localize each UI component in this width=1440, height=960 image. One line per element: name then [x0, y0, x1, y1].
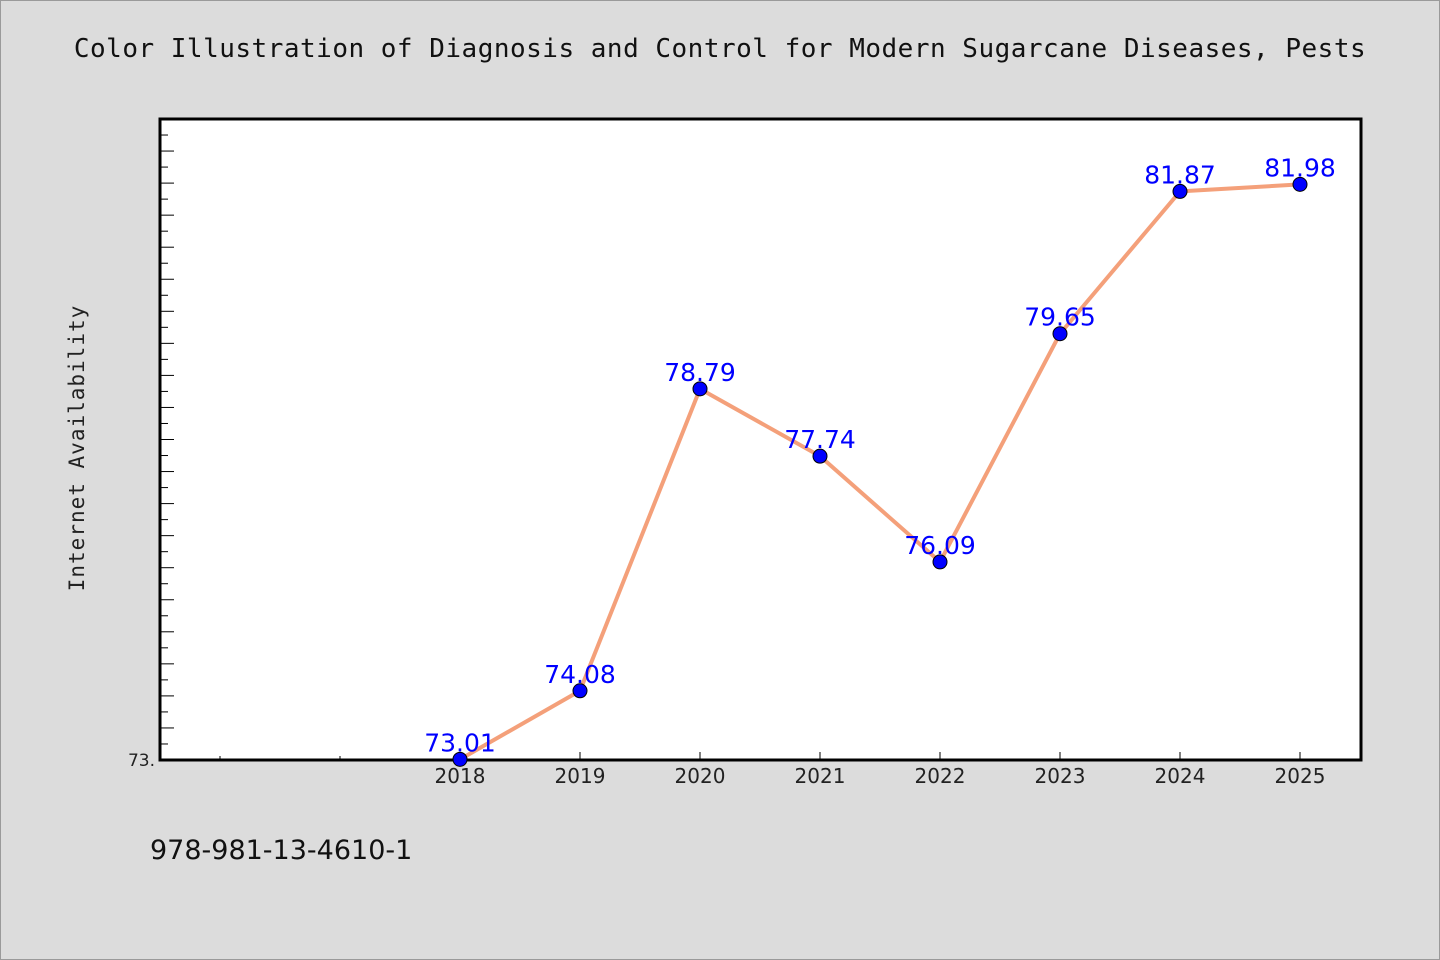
footer-isbn: 978-981-13-4610-1: [150, 835, 413, 866]
series-line: [459, 182, 1301, 762]
data-point: [572, 683, 588, 699]
plot-background: [158, 117, 1363, 762]
data-label: 81.87: [1144, 160, 1216, 189]
x-tick-label: 2023: [1035, 764, 1086, 788]
data-label: 73.01: [424, 728, 496, 757]
x-axis-ticks: 2018 2019 2020 2021 2022 2023 2024 2025: [219, 752, 1326, 788]
data-point: [692, 381, 708, 397]
data-point: [812, 448, 828, 464]
data-label: 79.65: [1024, 303, 1096, 332]
data-point: [932, 554, 948, 570]
data-point: [1292, 176, 1308, 192]
data-label: 77.74: [784, 425, 856, 454]
data-point: [452, 751, 468, 767]
data-point: [1172, 183, 1188, 199]
data-label: 81.98: [1264, 153, 1336, 182]
data-label: 76.09: [904, 531, 976, 560]
data-labels: 73.01 74.08 78.79 77.74 76.09 79.65 81.87 81.98: [424, 153, 1336, 757]
x-tick-label: 2022: [915, 764, 966, 788]
x-tick-label: 2021: [795, 764, 846, 788]
x-tick-label: 2024: [1155, 764, 1206, 788]
data-markers: [452, 176, 1308, 767]
x-tick-label: 2025: [1275, 764, 1326, 788]
x-tick-label: 2018: [435, 764, 486, 788]
data-point: [1052, 326, 1068, 342]
y-axis-ticks: [160, 134, 174, 745]
chart-title: Color Illustration of Diagnosis and Cont…: [73, 34, 1367, 64]
x-tick-label: 2020: [675, 764, 726, 788]
data-label: 74.08: [544, 660, 616, 689]
x-tick-label: 2019: [555, 764, 606, 788]
y-tick-label-min: 73.: [128, 751, 155, 771]
data-label: 78.79: [664, 358, 736, 387]
